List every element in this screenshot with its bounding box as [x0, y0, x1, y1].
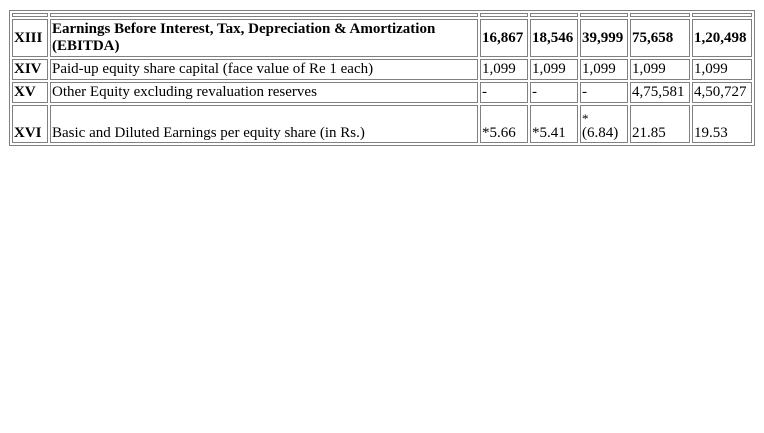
value-cell: 1,099 — [630, 59, 690, 80]
table-row-share-capital: XIV Paid-up equity share capital (face v… — [12, 59, 752, 80]
row-number: XIII — [12, 19, 48, 57]
row-number: XVI — [12, 105, 48, 143]
header-cell — [12, 13, 48, 17]
row-number: XIV — [12, 59, 48, 80]
header-cell — [692, 13, 752, 17]
row-number: XV — [12, 82, 48, 103]
value-cell: - — [580, 82, 628, 103]
value-cell: - — [480, 82, 528, 103]
value-cell: 4,50,727 — [692, 82, 752, 103]
value-cell: 1,20,498 — [692, 19, 752, 57]
financial-results-table: XIII Earnings Before Interest, Tax, Depr… — [9, 10, 755, 146]
table-row-other-equity: XV Other Equity excluding revaluation re… — [12, 82, 752, 103]
table-row-ebitda: XIII Earnings Before Interest, Tax, Depr… — [12, 19, 752, 57]
value-cell: *5.66 — [480, 105, 528, 143]
value-cell: 19.53 — [692, 105, 752, 143]
header-cell — [530, 13, 578, 17]
value-cell: 39,999 — [580, 19, 628, 57]
value-cell: 75,658 — [630, 19, 690, 57]
value-cell-with-footnote: * (6.84) — [580, 105, 628, 143]
value-cell: 1,099 — [530, 59, 578, 80]
header-cell — [580, 13, 628, 17]
value-cell: 1,099 — [480, 59, 528, 80]
header-cell — [50, 13, 478, 17]
table-header-band — [12, 13, 752, 17]
value-cell: 1,099 — [692, 59, 752, 80]
value-cell: 1,099 — [580, 59, 628, 80]
table-row-eps: XVI Basic and Diluted Earnings per equit… — [12, 105, 752, 143]
header-cell — [480, 13, 528, 17]
value-cell: *5.41 — [530, 105, 578, 143]
value-text: (6.84) — [582, 125, 619, 141]
row-label: Paid-up equity share capital (face value… — [50, 59, 478, 80]
value-cell: 21.85 — [630, 105, 690, 143]
value-cell: 18,546 — [530, 19, 578, 57]
row-label: Earnings Before Interest, Tax, Depreciat… — [50, 19, 478, 57]
row-label: Basic and Diluted Earnings per equity sh… — [50, 105, 478, 143]
value-cell: - — [530, 82, 578, 103]
value-cell: 4,75,581 — [630, 82, 690, 103]
financial-results-table-container: XIII Earnings Before Interest, Tax, Depr… — [9, 10, 755, 146]
footnote-marker: * — [582, 111, 589, 126]
value-cell: 16,867 — [480, 19, 528, 57]
row-label: Other Equity excluding revaluation reser… — [50, 82, 478, 103]
header-cell — [630, 13, 690, 17]
